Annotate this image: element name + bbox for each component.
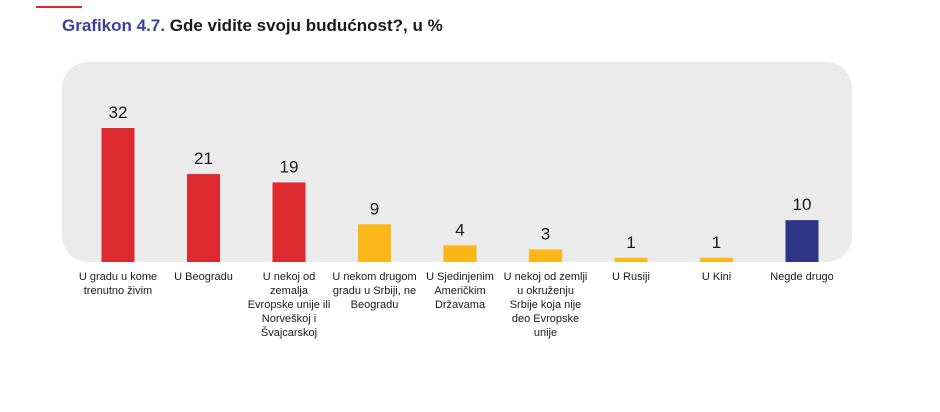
chart-title-text: Gde vidite svoju budućnost?, u % — [169, 16, 443, 35]
value-label-6: 1 — [626, 233, 635, 252]
value-label-2: 19 — [280, 157, 299, 176]
bar-8 — [785, 220, 819, 262]
value-label-7: 1 — [712, 233, 721, 252]
bar-4 — [443, 245, 477, 262]
value-label-4: 4 — [455, 220, 464, 239]
category-label-3: U nekom drugom gradu u Srbiji, ne Beogra… — [332, 271, 417, 311]
category-label-0: U gradu u kome trenutno živim — [78, 271, 158, 297]
category-label-1: U Beogradu — [174, 271, 233, 283]
bar-6 — [614, 257, 648, 262]
bar-1 — [187, 174, 220, 262]
value-label-1: 21 — [194, 149, 213, 168]
category-label-7: U Kini — [701, 271, 732, 283]
bar-2 — [272, 182, 306, 262]
value-label-0: 32 — [109, 103, 128, 122]
accent-line — [36, 6, 82, 8]
bar-7 — [700, 257, 733, 262]
category-label-2: U nekoj od zemalja Evropske unije ili No… — [247, 271, 331, 339]
category-label-6: U Rusiji — [612, 271, 650, 283]
bar-0 — [101, 128, 135, 262]
chart-title-prefix: Grafikon 4.7. — [62, 16, 165, 35]
category-label-8: Negde drugo — [770, 271, 834, 283]
value-label-3: 9 — [370, 199, 379, 218]
category-label-5: U nekoj od zemlji u okruženju Srbije koj… — [503, 271, 588, 339]
chart-title: Grafikon 4.7. Gde vidite svoju budućnost… — [62, 16, 443, 36]
bar-3 — [358, 224, 391, 262]
value-label-5: 3 — [541, 224, 550, 243]
category-label-4: U Sjedinjenim Američkim Državama — [426, 271, 494, 311]
value-label-8: 10 — [793, 195, 812, 214]
bar-5 — [529, 249, 562, 262]
